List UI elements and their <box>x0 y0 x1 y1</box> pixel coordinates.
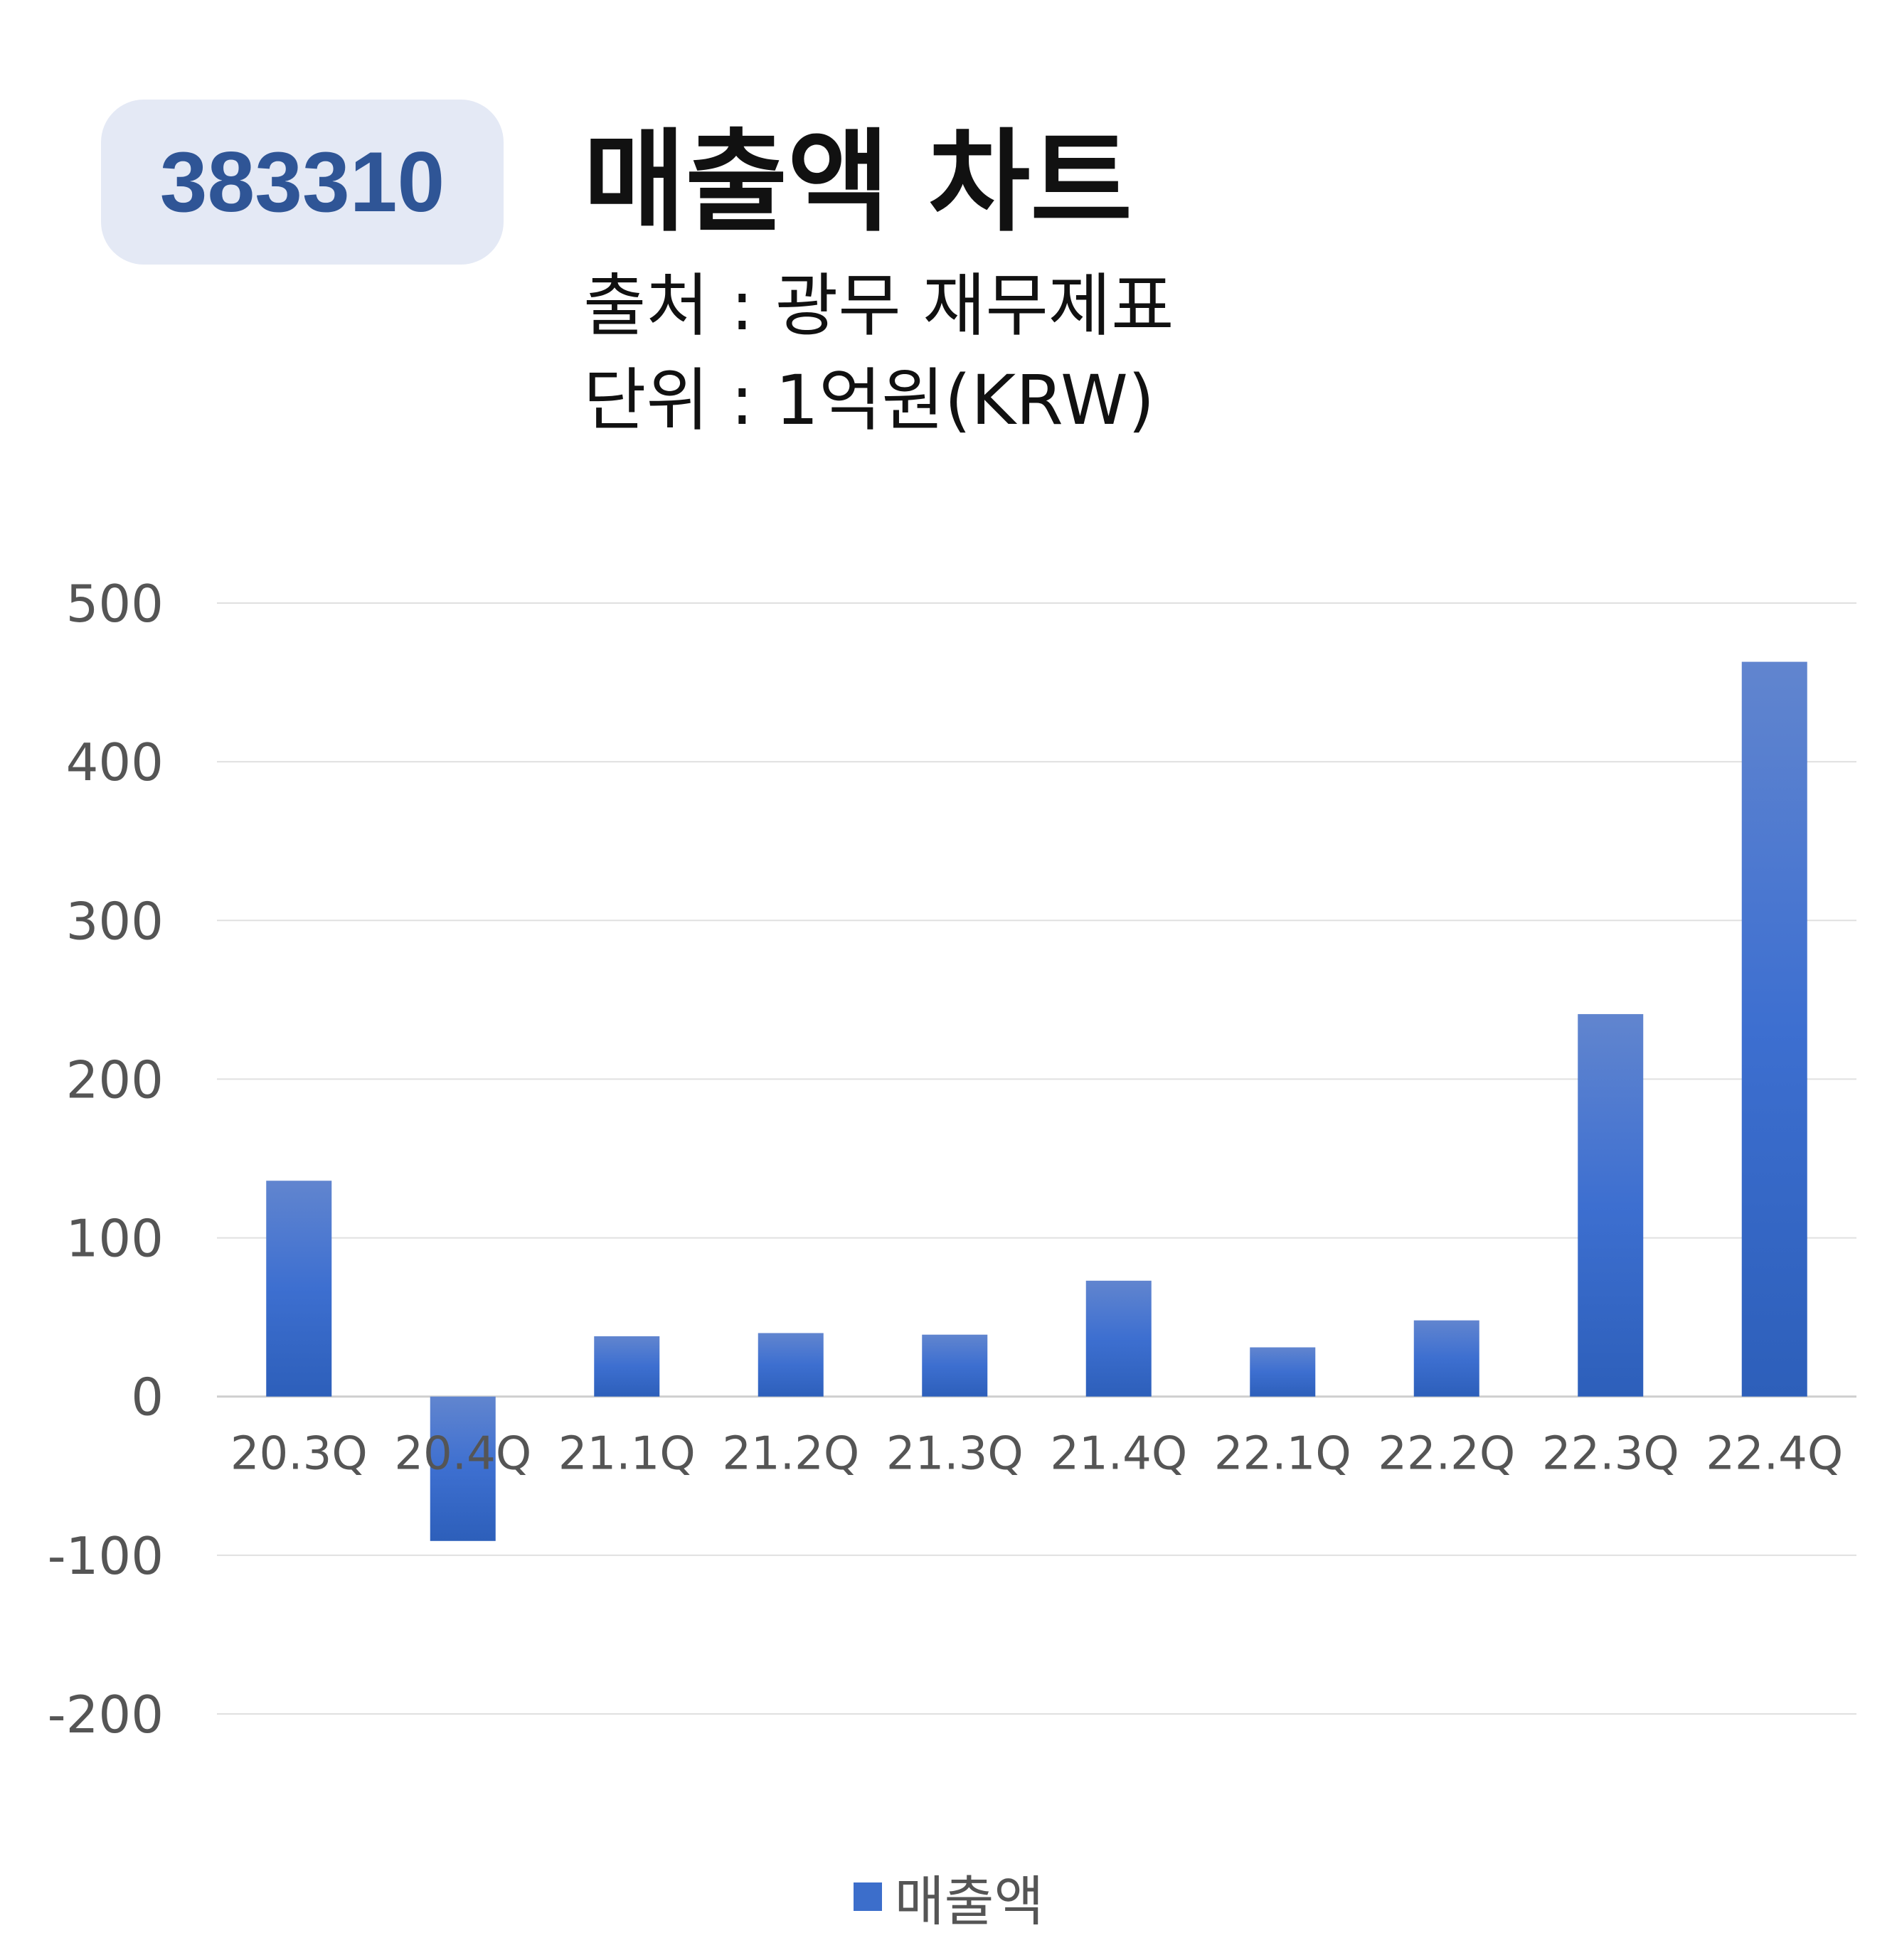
bar-21.4Q <box>1085 1280 1152 1397</box>
bar-20.3Q <box>266 1181 332 1397</box>
x-tick-label: 22.3Q <box>1542 1428 1679 1481</box>
x-tick-label: 21.2Q <box>722 1428 859 1481</box>
bars <box>266 661 1807 1541</box>
x-tick-label: 21.4Q <box>1050 1428 1187 1481</box>
unit-note: 단위 : 1억원(KRW) <box>583 361 1155 440</box>
bar-22.1Q <box>1250 1347 1316 1397</box>
y-tick-label: 400 <box>66 733 164 792</box>
ticker-code: 383310 <box>159 134 445 230</box>
x-tick-label: 22.1Q <box>1214 1428 1351 1481</box>
bar-22.3Q <box>1578 1013 1644 1397</box>
y-tick-label: 300 <box>66 891 164 951</box>
chart-title: 매출액 차트 <box>583 117 1132 247</box>
legend: 매출액 <box>0 1858 1897 1936</box>
y-tick-label: 0 <box>131 1368 164 1427</box>
bar-20.4Q <box>430 1396 496 1541</box>
y-tick-label: 500 <box>66 574 164 634</box>
legend-label: 매출액 <box>894 1870 1044 1933</box>
bar-21.1Q <box>594 1336 660 1397</box>
ticker-badge: 383310 <box>101 100 504 265</box>
x-tick-label: 22.2Q <box>1378 1428 1515 1481</box>
source-note: 출처 : 광무 재무제표 <box>583 266 1174 346</box>
x-axis-ticks: 20.3Q 20.4Q 21.1Q 21.2Q 21.3Q 21.4Q 22.1Q 22.2Q… <box>230 1428 1843 1481</box>
y-tick-label: -200 <box>48 1685 164 1745</box>
y-axis-ticks: 500 400 300 200 100 0 -100 -200 <box>48 574 164 1745</box>
bar-22.4Q <box>1741 661 1807 1397</box>
y-tick-label: 100 <box>66 1209 164 1269</box>
x-tick-label: 21.3Q <box>886 1428 1024 1481</box>
y-tick-label: 200 <box>66 1050 164 1109</box>
bar-21.3Q <box>922 1334 988 1397</box>
bar-22.2Q <box>1413 1320 1479 1397</box>
x-tick-label: 20.4Q <box>394 1428 531 1481</box>
y-tick-label: -100 <box>48 1526 164 1586</box>
x-tick-label: 22.4Q <box>1706 1428 1843 1481</box>
bar-21.2Q <box>758 1333 824 1397</box>
x-tick-label: 20.3Q <box>230 1428 368 1481</box>
x-tick-label: 21.1Q <box>558 1428 696 1481</box>
legend-swatch <box>853 1882 882 1911</box>
